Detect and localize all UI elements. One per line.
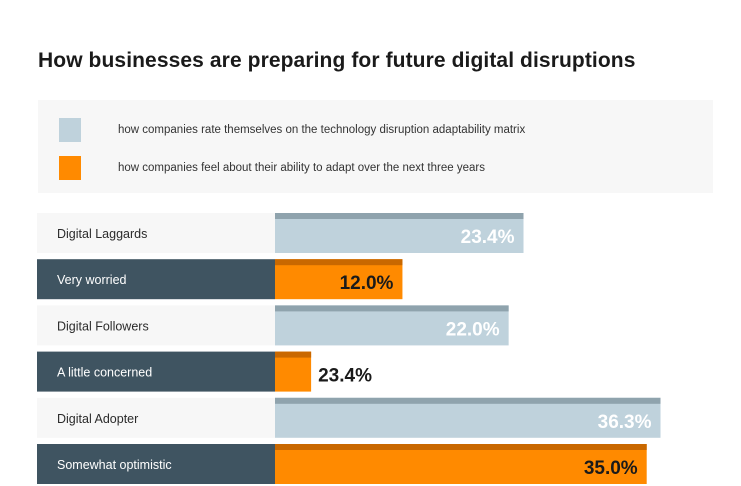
category-label-a-little-concerned: A little concerned: [57, 366, 152, 380]
data-label-digital-adopter: 36.3%: [598, 412, 652, 433]
bar-very-worried: [275, 259, 403, 300]
category-label-bg-digital-laggards: [37, 213, 275, 253]
bar-accent-very-worried: [275, 259, 403, 266]
category-label-bg-very-worried: [37, 259, 275, 300]
bar-accent-a-little-concerned: [275, 351, 312, 358]
category-label-bg-digital-followers: [37, 305, 275, 346]
legend-item-self-rating: how companies rate themselves on the tec…: [59, 118, 525, 142]
legend-label-future-ability: how companies feel about their ability t…: [118, 162, 485, 174]
legend-swatch-light-blue: [59, 118, 81, 142]
category-label-bg-somewhat-optimistic: [37, 444, 275, 484]
legend-item-future-ability: how companies feel about their ability t…: [59, 156, 485, 180]
data-label-very-worried: 12.0%: [340, 273, 394, 294]
data-label-somewhat-optimistic: 35.0%: [584, 458, 638, 479]
bar-digital-laggards: [275, 213, 524, 253]
legend-swatch-orange: [59, 156, 81, 180]
category-label-bg-a-little-concerned: [37, 351, 275, 392]
data-label-digital-laggards: 23.4%: [461, 227, 515, 248]
chart-title: How businesses are preparing for future …: [38, 49, 636, 72]
data-label-digital-followers: 22.0%: [446, 319, 500, 340]
bar-digital-adopter: [275, 397, 661, 438]
category-label-digital-adopter: Digital Adopter: [57, 412, 138, 426]
bar-accent-digital-followers: [275, 305, 509, 312]
bar-somewhat-optimistic: [275, 444, 647, 484]
category-label-somewhat-optimistic: Somewhat optimistic: [57, 458, 172, 472]
bar-digital-followers: [275, 305, 509, 346]
bar-accent-digital-laggards: [275, 213, 524, 219]
legend: how companies rate themselves on the tec…: [38, 100, 713, 193]
bar-a-little-concerned: [275, 351, 312, 392]
category-label-very-worried: Very worried: [57, 273, 127, 287]
bar-accent-digital-adopter: [275, 397, 661, 404]
category-label-bg-digital-adopter: [37, 397, 275, 438]
bar-accent-somewhat-optimistic: [275, 444, 647, 450]
category-label-digital-followers: Digital Followers: [57, 319, 149, 333]
category-label-digital-laggards: Digital Laggards: [57, 227, 147, 241]
legend-label-self-rating: how companies rate themselves on the tec…: [118, 124, 526, 136]
data-label-a-little-concerned: 23.4%: [318, 366, 372, 387]
